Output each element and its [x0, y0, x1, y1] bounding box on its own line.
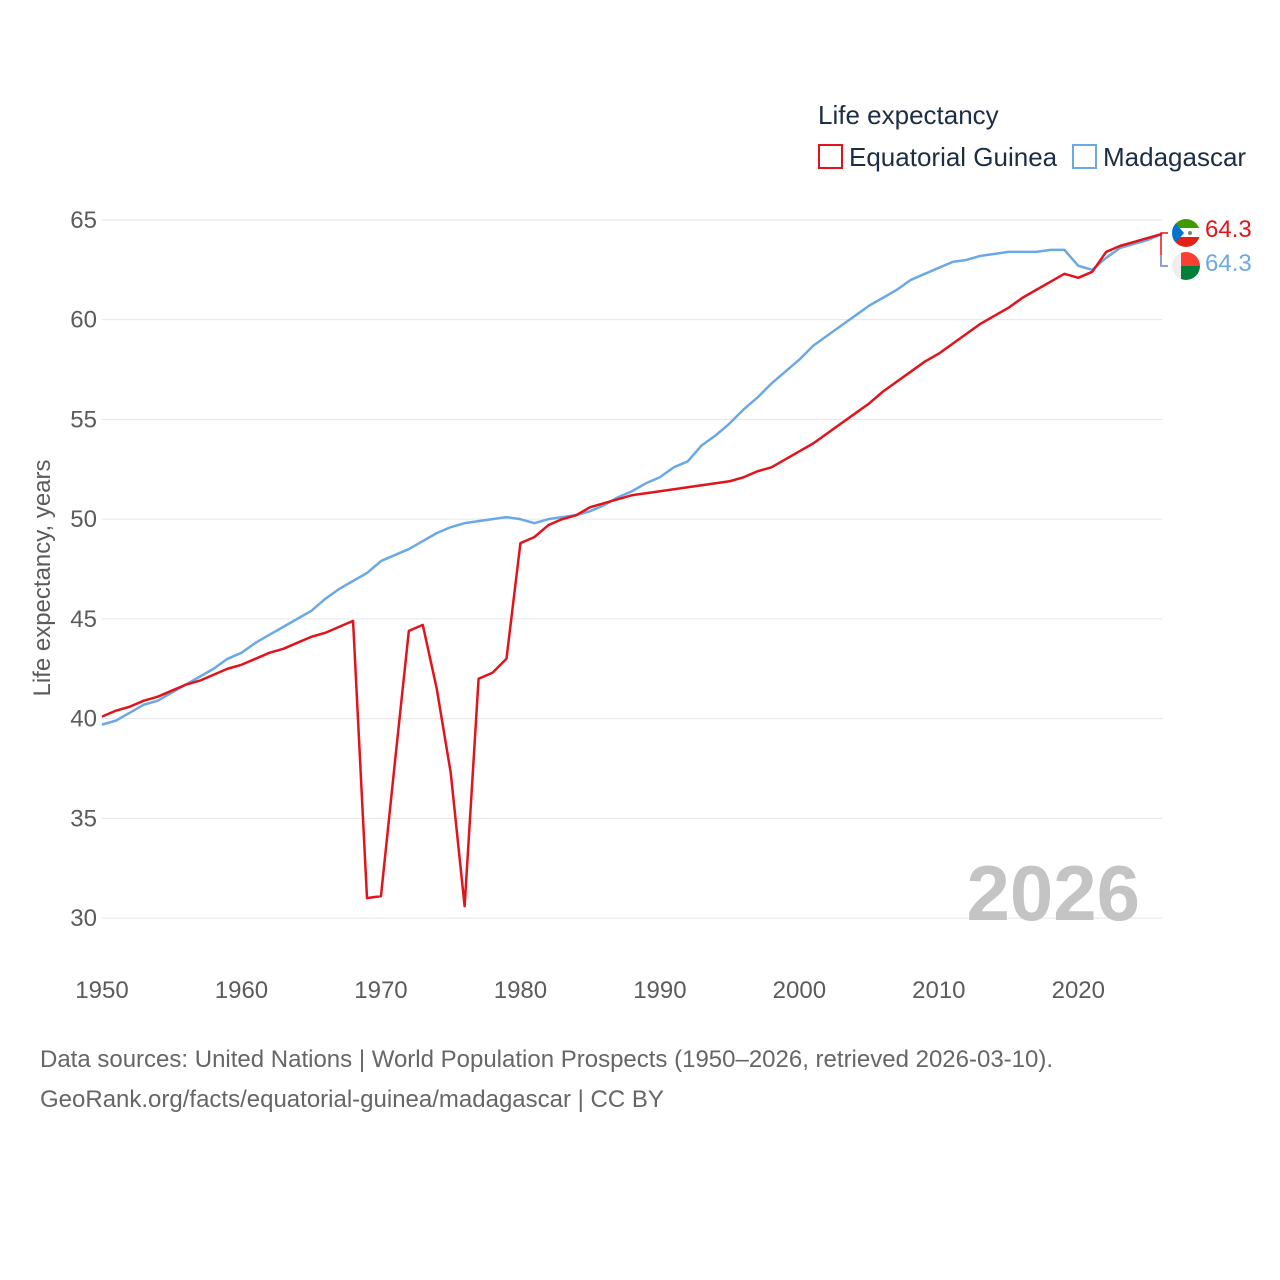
series-layer	[101, 232, 1163, 908]
x-tick-label: 1990	[633, 977, 686, 1004]
legend-title: Life expectancy	[818, 100, 999, 130]
x-tick-label: 2010	[912, 977, 965, 1004]
y-tick-label: 35	[70, 805, 97, 832]
y-tick-label: 65	[70, 207, 97, 234]
series-line-madagascar	[101, 232, 1163, 726]
x-tick-label: 1970	[354, 977, 407, 1004]
legend-label-madagascar: Madagascar	[1103, 142, 1246, 172]
y-tick-label: 60	[70, 307, 97, 334]
equatorial-guinea-flag-icon	[1172, 219, 1200, 247]
source-link-text: GeoRank.org/facts/equatorial-guinea/mada…	[40, 1086, 664, 1113]
x-axis: 1950 1960 1970 1980 1990 2000 2010 2020	[75, 977, 1105, 1004]
madagascar-flag-icon	[1172, 252, 1200, 280]
y-tick-label: 45	[70, 606, 97, 633]
y-tick-label: 30	[70, 905, 97, 932]
y-tick-label: 50	[70, 506, 97, 533]
x-tick-label: 1960	[215, 977, 268, 1004]
footer: Data sources: United Nations | World Pop…	[40, 1040, 1053, 1120]
year-stamp: 2026	[966, 849, 1140, 937]
legend: Life expectancy Equatorial Guinea Madaga…	[818, 100, 1246, 172]
end-bracket-equatorial-guinea	[1160, 232, 1168, 267]
series-line-equatorial-guinea	[101, 232, 1163, 908]
x-tick-label: 2020	[1052, 977, 1105, 1004]
grid-layer	[102, 219, 1162, 919]
end-bracket-madagascar	[1160, 255, 1168, 267]
line-chart: 30 35 40 45 50 55 60 65 1950 1960 1970 1980 1990 200…	[29, 100, 1252, 1004]
y-axis: 30 35 40 45 50 55 60 65	[70, 207, 97, 932]
y-tick-label: 40	[70, 706, 97, 733]
end-value-equatorial-guinea: 64.3	[1205, 216, 1252, 243]
x-tick-label: 1950	[75, 977, 128, 1004]
y-tick-label: 55	[70, 406, 97, 433]
legend-label-equatorial-guinea: Equatorial Guinea	[849, 142, 1058, 172]
data-sources-text: Data sources: United Nations | World Pop…	[40, 1046, 1054, 1073]
legend-swatch-madagascar	[1072, 144, 1097, 169]
x-tick-label: 1980	[494, 977, 547, 1004]
legend-swatch-equatorial-guinea	[818, 144, 843, 169]
end-labels: 64.3 64.3	[1160, 216, 1252, 280]
end-value-madagascar: 64.3	[1205, 250, 1252, 277]
x-tick-label: 2000	[773, 977, 826, 1004]
y-axis-label: Life expectancy, years	[29, 459, 56, 696]
